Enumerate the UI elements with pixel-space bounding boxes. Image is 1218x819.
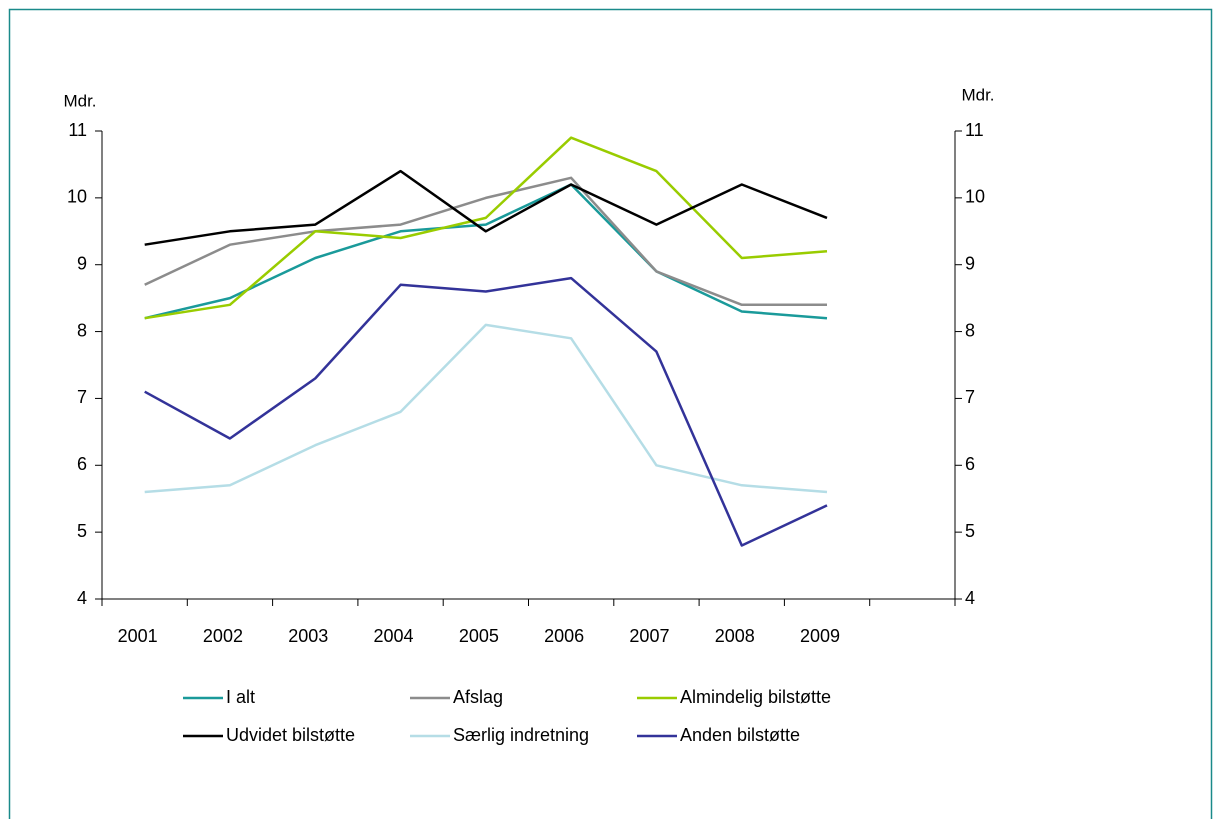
y2-tick-label: 10 [965,187,985,207]
x-tick-label: 2009 [800,626,840,646]
y-tick-label: 9 [77,253,87,273]
x-tick-label: 2008 [715,626,755,646]
y-tick-label: 7 [77,387,87,407]
series-line [144,323,828,494]
series-line [144,136,828,320]
frame [8,8,1213,819]
y2-tick-label: 4 [965,588,975,608]
y2-tick-label: 5 [965,521,975,541]
y2-tick-label: 8 [965,320,975,340]
y-tick-label: 10 [67,187,87,207]
x-tick-label: 2007 [629,626,669,646]
legend-label: I alt [226,687,255,707]
y-axis-label: Mdr. [63,91,96,110]
x-tick-label: 2004 [374,626,414,646]
y2-tick-label: 7 [965,387,975,407]
legend-label: Afslag [453,687,503,707]
y2-tick-label: 9 [965,253,975,273]
x-tick-label: 2005 [459,626,499,646]
x-tick-label: 2003 [288,626,328,646]
y2-axis-label: Mdr. [961,85,994,104]
x-tick-label: 2002 [203,626,243,646]
legend-label: Almindelig bilstøtte [680,687,831,707]
y-tick-label: 8 [77,320,87,340]
series-line [144,176,827,307]
series-line [144,276,828,547]
legend-label: Udvidet bilstøtte [226,725,355,745]
y2-tick-label: 6 [965,454,975,474]
x-tick-label: 2001 [118,626,158,646]
series-line [144,183,828,320]
series-line [144,169,828,246]
y-tick-label: 11 [68,120,87,140]
x-tick-label: 2006 [544,626,584,646]
legend-label: Særlig indretning [453,725,589,745]
legend-label: Anden bilstøtte [680,725,800,745]
y-tick-label: 6 [77,454,87,474]
y2-tick-label: 11 [965,120,984,140]
y-tick-label: 4 [77,588,87,608]
y-tick-label: 5 [77,521,87,541]
